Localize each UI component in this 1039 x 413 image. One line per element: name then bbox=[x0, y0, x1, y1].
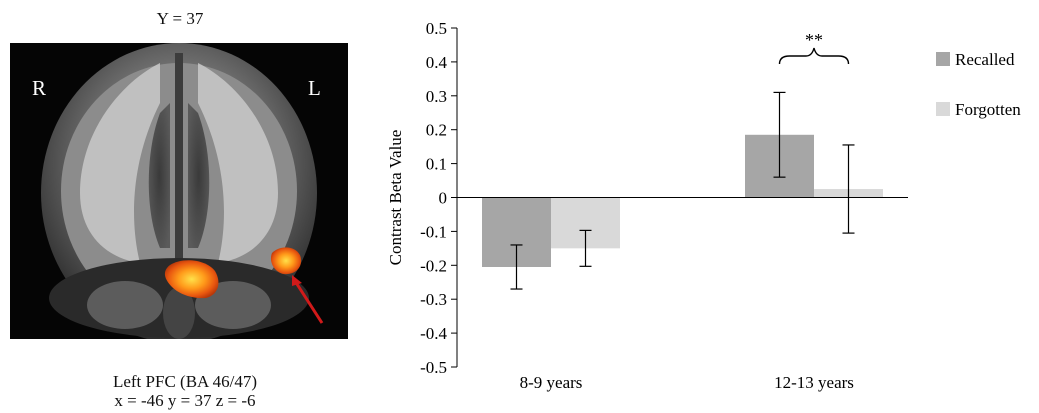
y-tick-label: -0.5 bbox=[420, 358, 447, 377]
significance-label: ** bbox=[805, 30, 823, 50]
y-tick-label: 0 bbox=[439, 189, 448, 208]
coordinates-label: x = -46 y = 37 z = -6 bbox=[114, 391, 256, 410]
y-tick-label: -0.2 bbox=[420, 256, 447, 275]
bar-chart: 0.5 0.4 0.3 0.2 0.1 0 -0.1 -0.2 -0.3 -0.4 -0.5 Cont… bbox=[386, 19, 1021, 392]
activation-cluster-right bbox=[164, 260, 219, 299]
y-axis-title: Contrast Beta Value bbox=[386, 130, 405, 266]
y-tick-label: 0.2 bbox=[426, 121, 447, 140]
significance-bracket bbox=[778, 47, 850, 65]
legend-label-recalled: Recalled bbox=[955, 50, 1015, 69]
y-tick-label: 0.4 bbox=[426, 53, 448, 72]
y-tick-label: 0.1 bbox=[426, 155, 447, 174]
legend-label-forgotten: Forgotten bbox=[955, 100, 1021, 119]
x-category-label: 8-9 years bbox=[520, 373, 583, 392]
y-tick-label: -0.4 bbox=[420, 324, 447, 343]
legend-swatch-recalled bbox=[936, 52, 950, 66]
white-matter-right bbox=[198, 63, 278, 263]
y-tick-label: 0.3 bbox=[426, 87, 447, 106]
y-tick-label: 0.5 bbox=[426, 19, 447, 38]
x-category-label: 12-13 years bbox=[774, 373, 854, 392]
legend-swatch-forgotten bbox=[936, 102, 950, 116]
brain-caption: Left PFC (BA 46/47) x = -46 y = 37 z = -… bbox=[40, 372, 330, 410]
brain-coronal-image: R L bbox=[10, 43, 348, 339]
y-tick-label: -0.1 bbox=[420, 222, 447, 241]
arrow-head bbox=[292, 275, 302, 286]
y-tick-label: -0.3 bbox=[420, 290, 447, 309]
activation-cluster-left bbox=[270, 247, 302, 275]
arrow-shaft bbox=[293, 280, 324, 324]
hemisphere-label-left: L bbox=[308, 76, 321, 100]
hemisphere-label-right: R bbox=[32, 76, 46, 100]
white-matter-left bbox=[80, 63, 160, 263]
region-label: Left PFC (BA 46/47) bbox=[112, 372, 258, 391]
brain-slice-title: Y = 37 bbox=[156, 9, 204, 28]
